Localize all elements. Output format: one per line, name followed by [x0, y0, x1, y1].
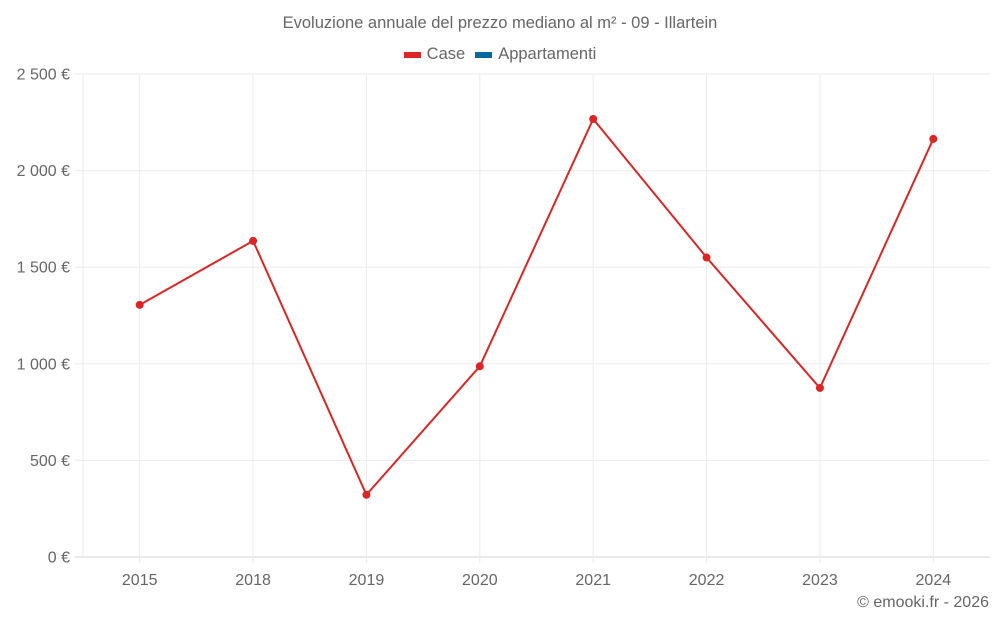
- data-point[interactable]: [929, 134, 938, 143]
- y-tick-label: 500 €: [30, 453, 70, 470]
- x-tick-label: 2021: [575, 572, 611, 589]
- y-tick-label: 0 €: [48, 550, 70, 567]
- legend: Case Appartamenti: [0, 45, 1000, 64]
- y-tick-label: 2 500 €: [17, 67, 70, 84]
- y-tick-label: 1 500 €: [17, 260, 70, 277]
- series-line: [139, 117, 935, 497]
- legend-item-appartamenti[interactable]: Appartamenti: [475, 45, 596, 64]
- x-tick-label: 2022: [689, 572, 725, 589]
- legend-label: Appartamenti: [498, 45, 597, 63]
- data-point[interactable]: [702, 253, 711, 262]
- chart-title: Evoluzione annuale del prezzo mediano al…: [282, 14, 718, 32]
- legend-item-case[interactable]: Case: [403, 45, 466, 64]
- data-point[interactable]: [249, 236, 258, 245]
- data-point[interactable]: [362, 490, 371, 499]
- credit-text: © emooki.fr - 2026: [857, 594, 989, 611]
- x-tick-label: 2019: [349, 572, 385, 589]
- x-tick-label: 2015: [122, 572, 158, 589]
- x-tick-label: 2020: [462, 572, 498, 589]
- data-point[interactable]: [815, 383, 824, 392]
- x-tick-label: 2024: [916, 572, 952, 589]
- data-point[interactable]: [589, 115, 598, 124]
- data-point[interactable]: [475, 362, 484, 371]
- x-tick-label: 2023: [802, 572, 838, 589]
- x-tick-label: 2018: [235, 572, 271, 589]
- legend-swatch-icon: [403, 51, 421, 58]
- legend-label: Case: [426, 45, 466, 63]
- y-tick-label: 1 000 €: [17, 356, 70, 373]
- y-tick-label: 2 000 €: [17, 163, 70, 180]
- legend-swatch-icon: [475, 51, 493, 58]
- data-point[interactable]: [135, 300, 144, 309]
